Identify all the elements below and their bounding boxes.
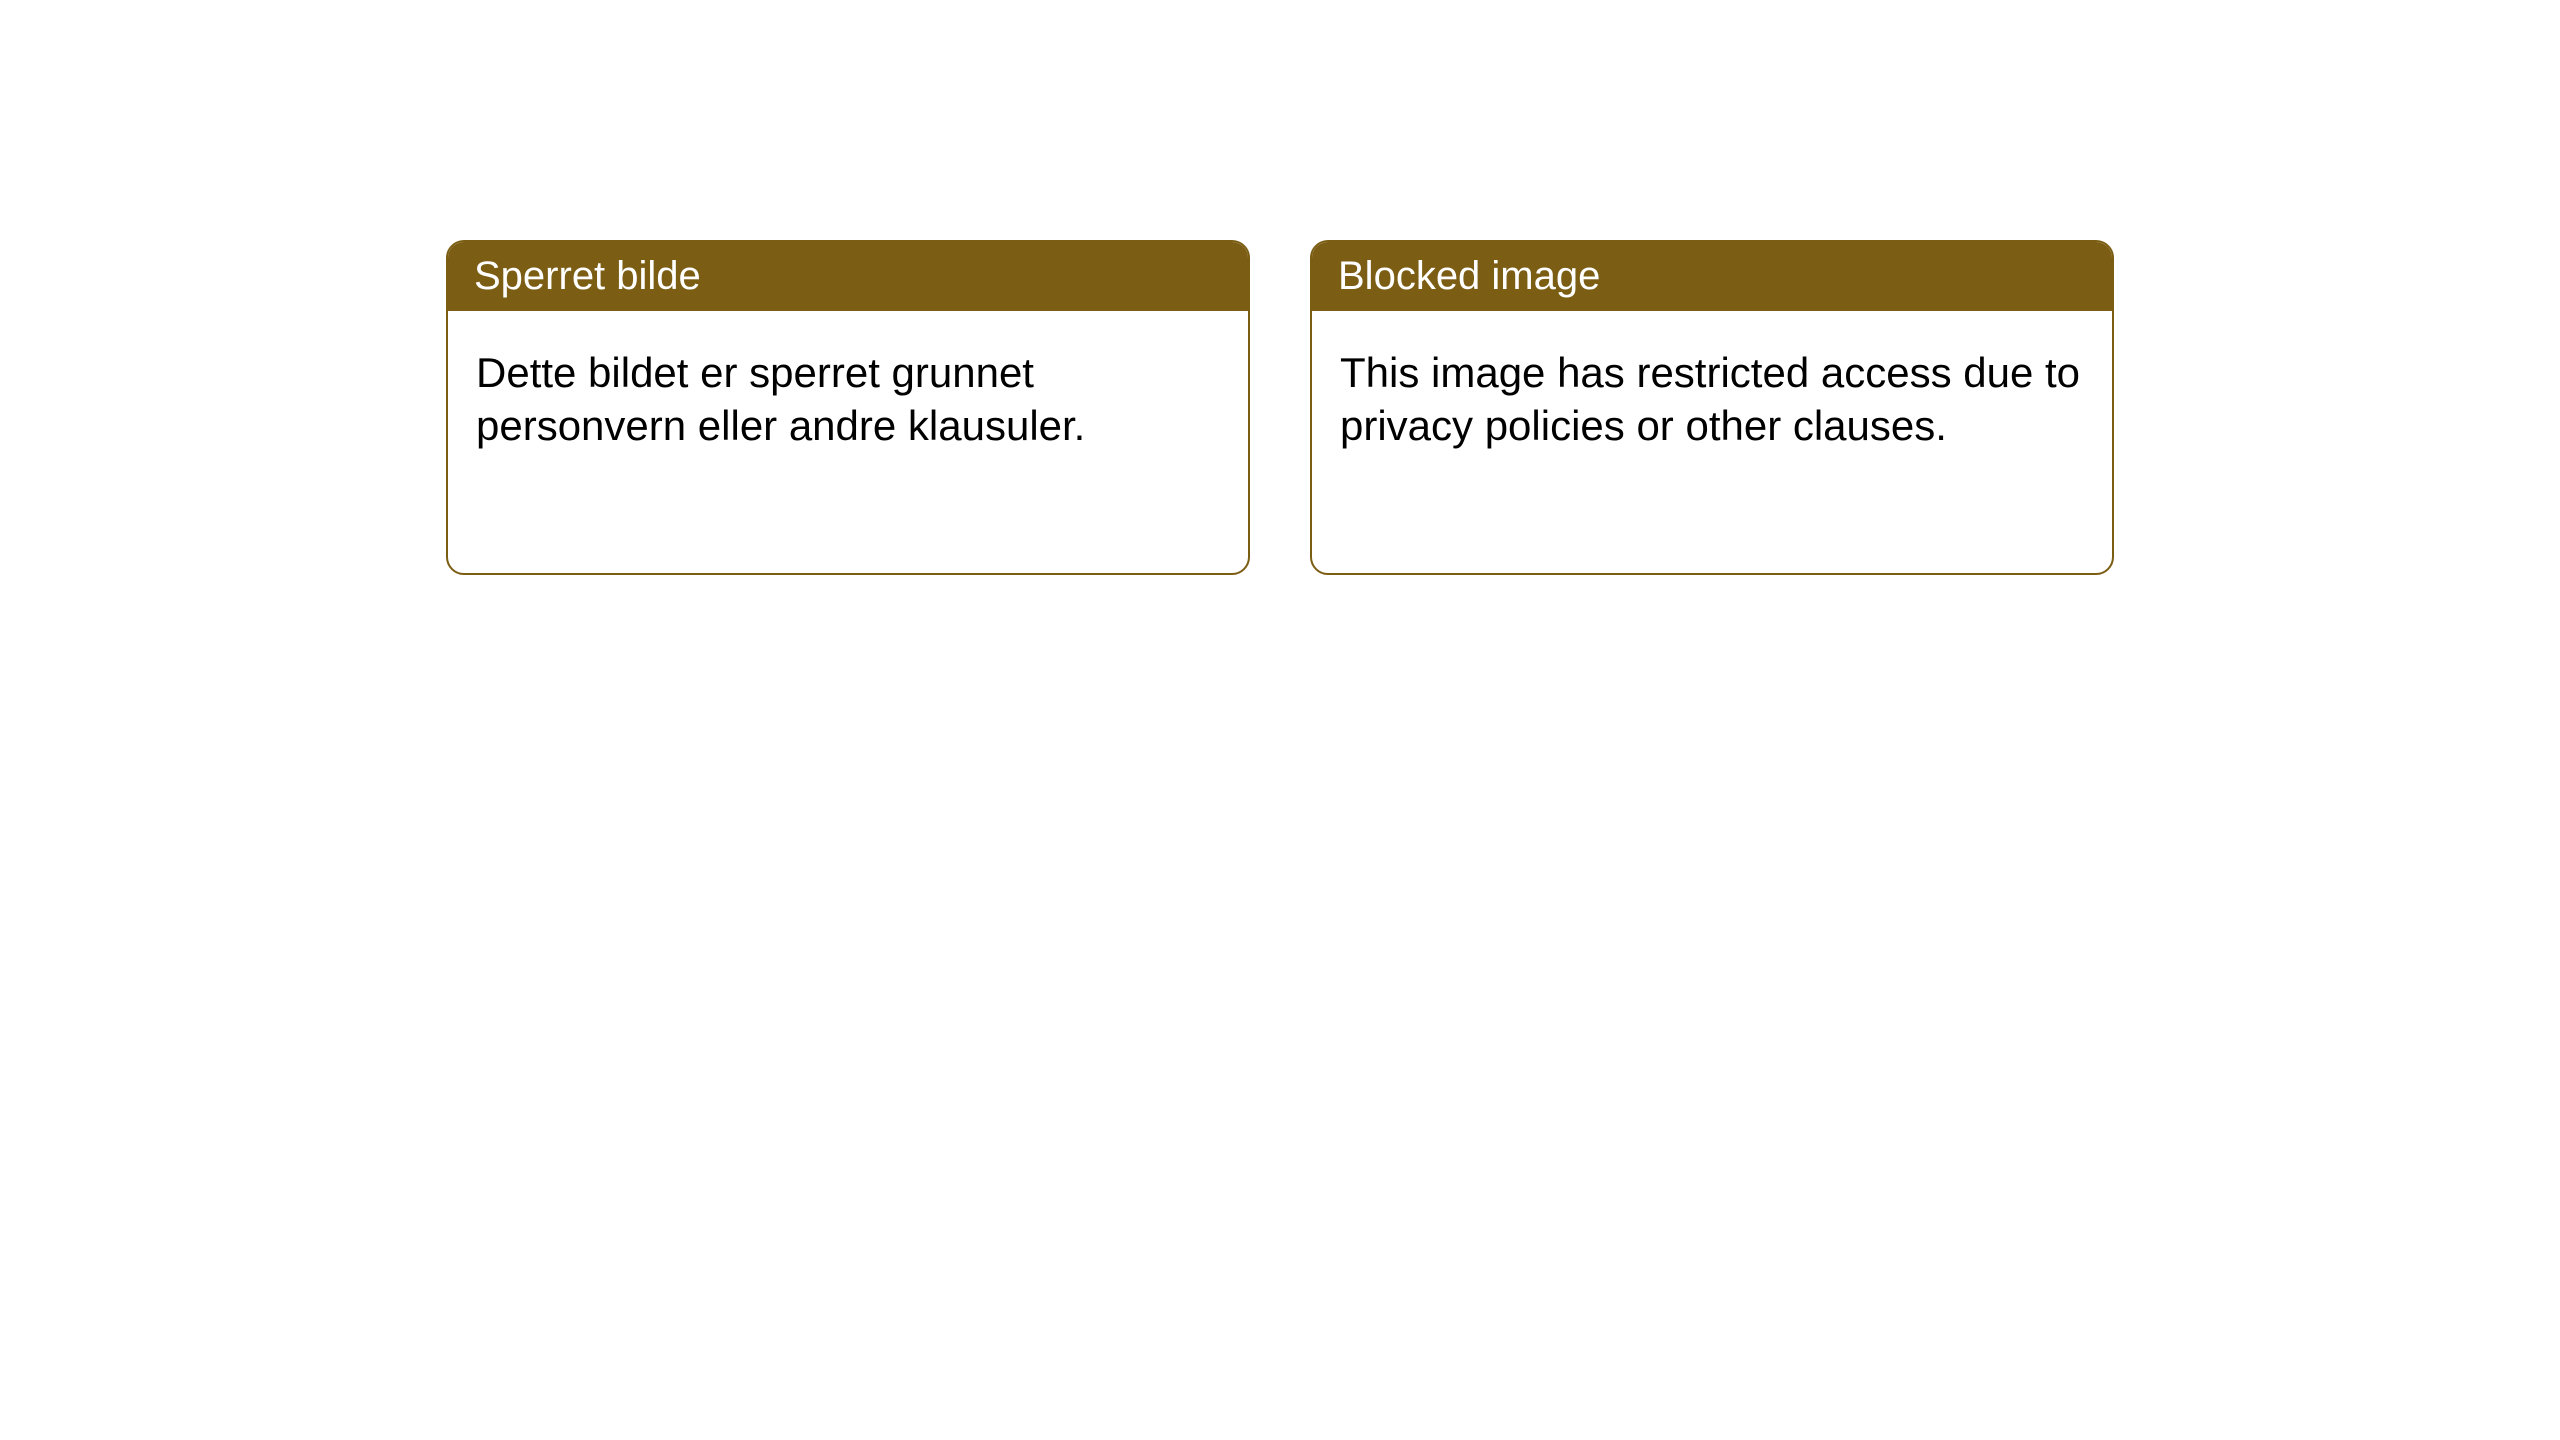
notice-box-english: Blocked image This image has restricted … bbox=[1310, 240, 2114, 575]
notice-container: Sperret bilde Dette bildet er sperret gr… bbox=[0, 0, 2560, 575]
notice-body-english: This image has restricted access due to … bbox=[1312, 311, 2112, 488]
notice-header-english: Blocked image bbox=[1312, 242, 2112, 311]
notice-box-norwegian: Sperret bilde Dette bildet er sperret gr… bbox=[446, 240, 1250, 575]
notice-header-norwegian: Sperret bilde bbox=[448, 242, 1248, 311]
notice-body-norwegian: Dette bildet er sperret grunnet personve… bbox=[448, 311, 1248, 488]
